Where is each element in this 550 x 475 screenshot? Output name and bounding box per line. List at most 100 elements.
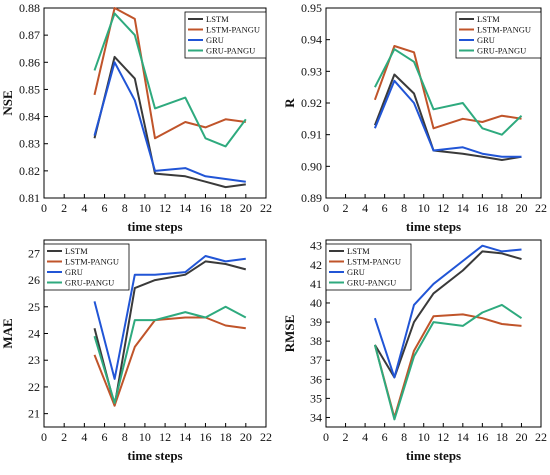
x-tick-label: 10 <box>418 201 430 215</box>
x-tick-label: 12 <box>159 201 171 215</box>
series-line-gru <box>93 61 246 183</box>
x-tick-label: 12 <box>437 201 449 215</box>
x-tick-label: 2 <box>61 201 67 215</box>
x-tick-label: 10 <box>139 201 151 215</box>
series-line-gru-pangu <box>374 48 523 136</box>
legend-label: LSTM <box>206 14 229 24</box>
x-tick-label: 6 <box>382 430 388 444</box>
y-tick-label: 0.84 <box>19 110 40 124</box>
series-line-gru-pangu <box>93 12 247 148</box>
y-tick-label: 26 <box>28 273 40 287</box>
chart-panel-rmse: 0 2 4 6 8 10 12 14 16 18 20 22 34 35 36 37 38 39 40 41 42 43 t… <box>282 239 547 463</box>
y-tick-label: 0.86 <box>19 55 40 69</box>
legend-label: GRU <box>477 35 495 45</box>
legend-label: LSTM-PANGU <box>477 25 531 35</box>
x-tick-label: 2 <box>343 201 349 215</box>
y-tick-label: 42 <box>310 258 322 272</box>
x-axis-title: time steps <box>127 219 182 234</box>
y-tick-label: 0.88 <box>19 1 40 15</box>
x-tick-label: 0 <box>41 430 47 444</box>
x-tick-label: 0 <box>323 430 329 444</box>
y-tick-label: 0.93 <box>301 64 322 78</box>
x-tick-label: 20 <box>240 430 252 444</box>
x-tick-label: 4 <box>81 430 87 444</box>
x-tick-label: 14 <box>179 201 191 215</box>
x-tick-label: 8 <box>122 201 128 215</box>
x-tick-label: 22 <box>260 201 272 215</box>
x-tick-label: 0 <box>41 201 47 215</box>
x-tick-label: 4 <box>362 430 368 444</box>
x-tick-label: 20 <box>515 201 527 215</box>
series-line-gru <box>93 255 246 380</box>
x-axis-title: time steps <box>406 448 461 463</box>
legend-label: LSTM <box>477 14 500 24</box>
x-tick-label: 6 <box>382 201 388 215</box>
x-axis-title: time steps <box>406 219 461 234</box>
y-tick-label: 0.85 <box>19 82 40 96</box>
legend-label: GRU-PANGU <box>477 46 526 56</box>
legend-label: LSTM <box>65 246 88 256</box>
y-tick-label: 25 <box>28 300 40 314</box>
y-tick-label: 22 <box>28 380 40 394</box>
x-tick-label: 18 <box>496 430 508 444</box>
y-tick-label: 35 <box>310 391 322 405</box>
x-tick-label: 10 <box>418 430 430 444</box>
y-tick-label: 40 <box>310 296 322 310</box>
y-tick-label: 39 <box>310 315 322 329</box>
y-tick-label: 0.83 <box>19 137 40 151</box>
y-axis-title: RMSE <box>282 315 297 353</box>
chart-panel-nse: 0 2 4 6 8 10 12 14 16 18 20 22 0.81 0.82 0.83 0.84 0.85 0… <box>0 1 272 234</box>
y-tick-label: 0.81 <box>19 191 40 205</box>
x-tick-label: 22 <box>260 430 272 444</box>
y-tick-label: 27 <box>28 246 40 260</box>
x-tick-label: 2 <box>343 430 349 444</box>
x-axis-title: time steps <box>127 448 182 463</box>
series-line-lstm-pangu <box>373 45 522 130</box>
y-tick-label: 21 <box>28 407 40 421</box>
y-tick-label: 34 <box>310 410 322 424</box>
series-line-lstm <box>373 73 522 161</box>
x-tick-label: 16 <box>476 201 488 215</box>
x-tick-label: 18 <box>220 430 232 444</box>
series-line-gru-pangu <box>373 303 523 421</box>
y-tick-label: 0.90 <box>301 159 322 173</box>
y-tick-label: 0.91 <box>301 128 322 142</box>
y-tick-label: 24 <box>28 327 40 341</box>
y-tick-label: 23 <box>28 353 40 367</box>
x-tick-label: 0 <box>323 201 329 215</box>
y-tick-label: 43 <box>310 239 322 253</box>
x-tick-label: 2 <box>61 430 67 444</box>
plot-frame <box>325 239 542 428</box>
x-tick-label: 4 <box>362 201 368 215</box>
legend-label: LSTM <box>347 246 370 256</box>
x-tick-label: 14 <box>179 430 191 444</box>
x-tick-label: 16 <box>199 201 211 215</box>
x-tick-label: 16 <box>476 430 488 444</box>
legend-label: GRU <box>347 267 365 277</box>
x-tick-label: 14 <box>457 201 469 215</box>
y-tick-label: 0.82 <box>19 164 40 178</box>
legend-label: GRU <box>65 267 83 277</box>
y-tick-label: 0.92 <box>301 96 322 110</box>
x-tick-label: 4 <box>81 201 87 215</box>
x-tick-label: 20 <box>240 201 252 215</box>
y-tick-label: 38 <box>310 334 322 348</box>
y-tick-label: 0.95 <box>301 1 322 15</box>
y-axis-title: R <box>282 98 297 108</box>
y-tick-label: 41 <box>310 277 322 291</box>
x-tick-label: 18 <box>220 201 232 215</box>
y-tick-label: 36 <box>310 372 322 386</box>
legend-label: GRU-PANGU <box>65 278 114 288</box>
y-tick-label: 37 <box>310 353 322 367</box>
x-tick-label: 6 <box>102 201 108 215</box>
x-tick-label: 16 <box>199 430 211 444</box>
x-tick-label: 8 <box>122 430 128 444</box>
legend-label: LSTM-PANGU <box>347 257 401 267</box>
x-tick-label: 20 <box>515 430 527 444</box>
plot-frame <box>43 7 267 199</box>
x-tick-label: 10 <box>139 430 151 444</box>
